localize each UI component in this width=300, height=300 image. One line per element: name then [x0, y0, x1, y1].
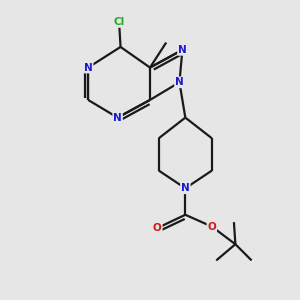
Text: O: O	[208, 222, 216, 232]
Text: N: N	[181, 183, 190, 193]
Text: N: N	[175, 77, 184, 87]
Text: N: N	[113, 112, 122, 123]
Text: N: N	[178, 45, 187, 55]
Text: O: O	[153, 223, 162, 233]
Text: N: N	[84, 63, 92, 73]
Text: Cl: Cl	[113, 17, 125, 27]
